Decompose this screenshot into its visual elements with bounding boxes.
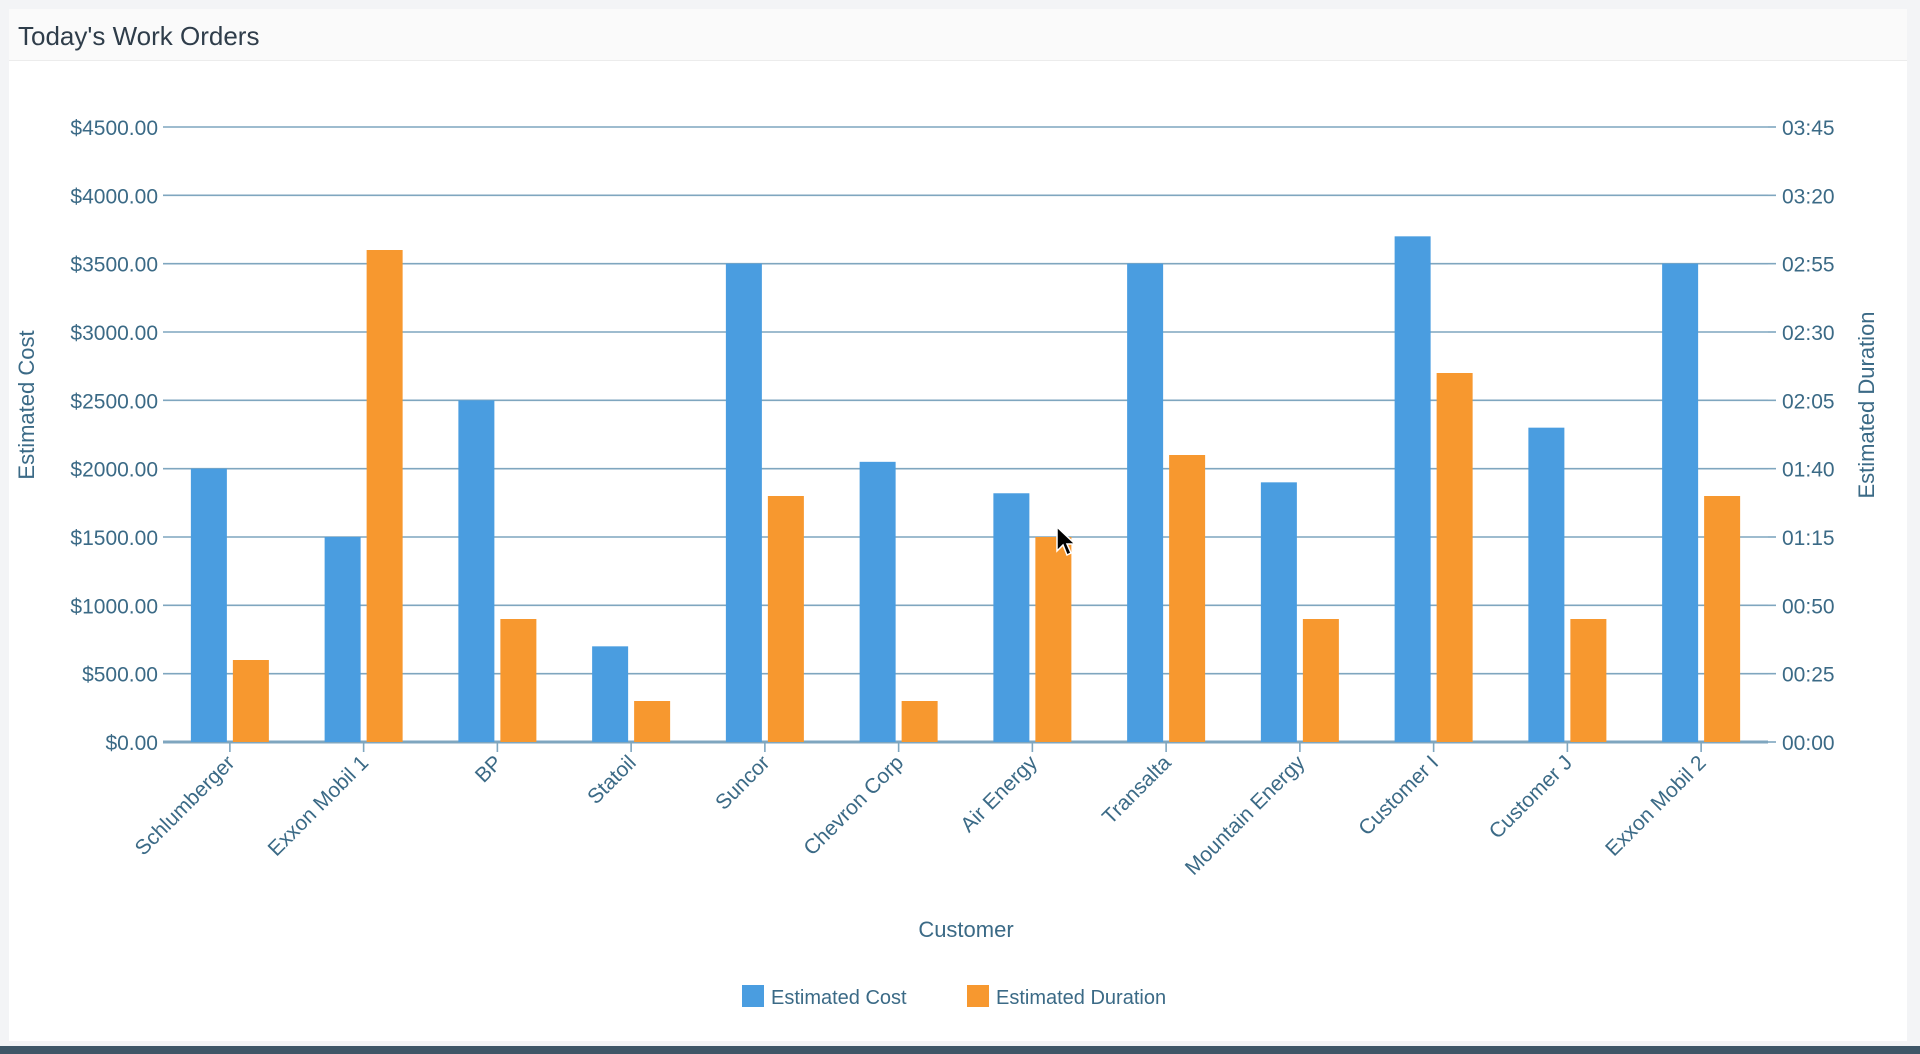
grid-lines xyxy=(163,126,1768,744)
x-tick-label: Chevron Corp xyxy=(799,751,908,860)
y-tick-label: $2500.00 xyxy=(70,390,158,413)
bar-estimated-cost[interactable] xyxy=(592,646,629,742)
y2-tick-label: 00:25 xyxy=(1782,664,1835,687)
bar-estimated-cost[interactable] xyxy=(1260,482,1297,742)
x-tick-label: Exxon Mobil 2 xyxy=(1601,751,1711,861)
y2-tick-label: 02:30 xyxy=(1782,322,1835,345)
bar-estimated-cost[interactable] xyxy=(1528,427,1565,742)
y2-tick-label: 03:20 xyxy=(1782,185,1835,208)
x-axis-title: Customer xyxy=(918,917,1013,942)
bar-estimated-cost[interactable] xyxy=(458,400,495,742)
bars xyxy=(190,236,1741,743)
axes: $0.00 $500.00 $1000.00 $1500.00 $2000.00 $250… xyxy=(70,117,1834,880)
y2-tick-label: 02:55 xyxy=(1782,254,1835,277)
bar-estimated-cost[interactable] xyxy=(1394,236,1431,743)
legend-swatch-duration[interactable] xyxy=(967,985,989,1007)
bar-estimated-cost[interactable] xyxy=(190,468,227,742)
x-tick-label: Statoil xyxy=(583,751,641,809)
x-tick-label: Mountain Energy xyxy=(1181,751,1310,880)
y2-tick-label: 02:05 xyxy=(1782,390,1835,413)
bar-estimated-cost[interactable] xyxy=(324,537,361,742)
bar-estimated-duration[interactable] xyxy=(366,250,403,742)
x-tick-label: Customer J xyxy=(1485,751,1577,843)
y2-tick-label: 03:45 xyxy=(1782,117,1835,140)
bar-estimated-cost[interactable] xyxy=(859,461,896,742)
x-tick-label: Suncor xyxy=(711,751,774,814)
bar-estimated-duration[interactable] xyxy=(901,701,938,742)
y-axis-title: Estimated Cost xyxy=(14,330,39,479)
y2-tick-label: 01:15 xyxy=(1782,527,1835,550)
bar-estimated-duration[interactable] xyxy=(1436,373,1473,742)
bar-estimated-duration[interactable] xyxy=(767,496,804,742)
y-tick-label: $1000.00 xyxy=(70,595,158,618)
bar-estimated-duration[interactable] xyxy=(634,701,671,742)
bar-estimated-duration[interactable] xyxy=(1169,455,1206,742)
y-tick-label: $2000.00 xyxy=(70,459,158,482)
y-tick-label: $1500.00 xyxy=(70,527,158,550)
x-tick-label: Schlumberger xyxy=(131,751,240,860)
y-tick-label: $3000.00 xyxy=(70,322,158,345)
bar-estimated-duration[interactable] xyxy=(1570,619,1607,742)
x-tick-label: Air Energy xyxy=(956,751,1042,837)
legend-label-duration[interactable]: Estimated Duration xyxy=(996,987,1166,1009)
y-tick-label: $0.00 xyxy=(105,732,158,755)
work-orders-panel: Today's Work Orders xyxy=(9,9,1907,1041)
legend-swatch-cost[interactable] xyxy=(742,985,764,1007)
panel-title: Today's Work Orders xyxy=(18,21,260,51)
y-tick-label: $4000.00 xyxy=(70,185,158,208)
x-tick-label: Exxon Mobil 1 xyxy=(264,751,374,861)
bar-estimated-duration[interactable] xyxy=(1035,537,1072,742)
y-tick-label: $3500.00 xyxy=(70,254,158,277)
legend: Estimated Cost Estimated Duration xyxy=(742,985,1166,1009)
panel-header: Today's Work Orders xyxy=(9,9,1907,61)
legend-label-cost[interactable]: Estimated Cost xyxy=(771,987,907,1009)
y2-tick-label: 00:00 xyxy=(1782,732,1835,755)
bar-estimated-duration[interactable] xyxy=(500,619,537,742)
bar-estimated-cost[interactable] xyxy=(725,263,762,742)
y-tick-label: $4500.00 xyxy=(70,117,158,140)
y2-axis-title: Estimated Duration xyxy=(1854,311,1879,498)
bar-estimated-cost[interactable] xyxy=(993,493,1030,742)
bar-estimated-duration[interactable] xyxy=(232,660,269,742)
bar-estimated-cost[interactable] xyxy=(1662,263,1699,742)
bar-estimated-duration[interactable] xyxy=(1302,619,1339,742)
bottom-rule xyxy=(0,1046,1920,1054)
y2-tick-label: 00:50 xyxy=(1782,595,1835,618)
bar-estimated-duration[interactable] xyxy=(1704,496,1741,742)
y-tick-label: $500.00 xyxy=(82,664,158,687)
mouse-pointer-icon xyxy=(1056,526,1076,557)
bar-estimated-cost[interactable] xyxy=(1127,263,1164,742)
y2-tick-label: 01:40 xyxy=(1782,459,1835,482)
x-tick-label: Transalta xyxy=(1098,751,1176,829)
x-tick-label: BP xyxy=(471,751,507,787)
x-tick-label: Customer I xyxy=(1354,751,1443,840)
